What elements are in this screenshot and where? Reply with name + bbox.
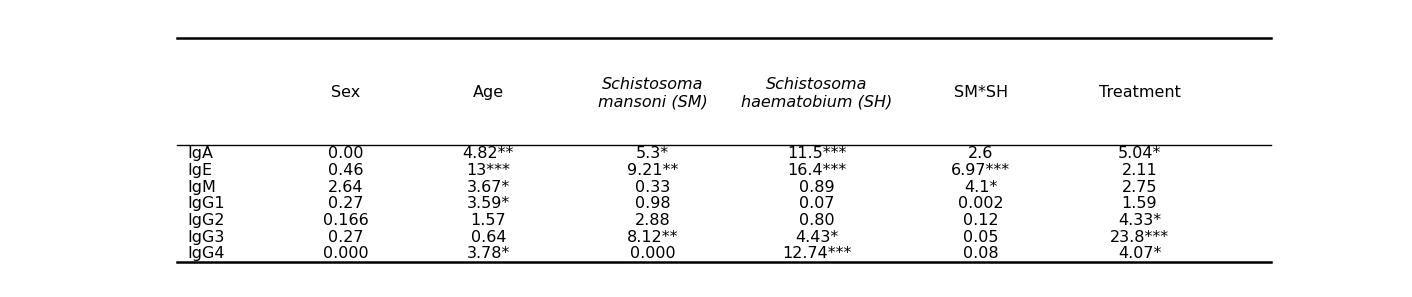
Text: 3.67*: 3.67* bbox=[467, 180, 510, 195]
Text: 23.8***: 23.8*** bbox=[1110, 230, 1169, 244]
Text: IgG2: IgG2 bbox=[188, 213, 225, 228]
Text: 11.5***: 11.5*** bbox=[786, 146, 846, 161]
Text: 4.1*: 4.1* bbox=[964, 180, 997, 195]
Text: 9.21**: 9.21** bbox=[627, 163, 678, 178]
Text: 0.166: 0.166 bbox=[323, 213, 369, 228]
Text: 0.00: 0.00 bbox=[329, 146, 364, 161]
Text: 0.33: 0.33 bbox=[635, 180, 671, 195]
Text: 0.08: 0.08 bbox=[963, 246, 998, 261]
Text: 0.000: 0.000 bbox=[323, 246, 369, 261]
Text: 0.002: 0.002 bbox=[957, 196, 1004, 211]
Text: 0.07: 0.07 bbox=[799, 196, 834, 211]
Text: IgG4: IgG4 bbox=[188, 246, 225, 261]
Text: 2.64: 2.64 bbox=[329, 180, 364, 195]
Text: 13***: 13*** bbox=[466, 163, 510, 178]
Text: 1.57: 1.57 bbox=[470, 213, 505, 228]
Text: 0.27: 0.27 bbox=[329, 196, 364, 211]
Text: 4.82**: 4.82** bbox=[463, 146, 514, 161]
Text: IgM: IgM bbox=[188, 180, 216, 195]
Text: 0.89: 0.89 bbox=[799, 180, 834, 195]
Text: 5.04*: 5.04* bbox=[1118, 146, 1161, 161]
Text: 2.6: 2.6 bbox=[969, 146, 994, 161]
Text: 3.78*: 3.78* bbox=[467, 246, 510, 261]
Text: 8.12**: 8.12** bbox=[627, 230, 678, 244]
Text: 1.59: 1.59 bbox=[1121, 196, 1158, 211]
Text: IgG1: IgG1 bbox=[188, 196, 225, 211]
Text: 2.11: 2.11 bbox=[1121, 163, 1158, 178]
Text: IgE: IgE bbox=[188, 163, 213, 178]
Text: 0.64: 0.64 bbox=[470, 230, 505, 244]
Text: 2.88: 2.88 bbox=[634, 213, 671, 228]
Text: IgA: IgA bbox=[188, 146, 213, 161]
Text: Schistosoma
mansoni (SM): Schistosoma mansoni (SM) bbox=[597, 77, 707, 109]
Text: 0.46: 0.46 bbox=[329, 163, 364, 178]
Text: 5.3*: 5.3* bbox=[635, 146, 669, 161]
Text: 3.59*: 3.59* bbox=[467, 196, 510, 211]
Text: 2.75: 2.75 bbox=[1121, 180, 1158, 195]
Text: 6.97***: 6.97*** bbox=[952, 163, 1011, 178]
Text: 0.27: 0.27 bbox=[329, 230, 364, 244]
Text: Treatment: Treatment bbox=[1099, 85, 1180, 100]
Text: Schistosoma
haematobium (SH): Schistosoma haematobium (SH) bbox=[741, 77, 892, 109]
Text: 12.74***: 12.74*** bbox=[782, 246, 851, 261]
Text: SM*SH: SM*SH bbox=[953, 85, 1008, 100]
Text: Sex: Sex bbox=[332, 85, 360, 100]
Text: 0.05: 0.05 bbox=[963, 230, 998, 244]
Text: 0.000: 0.000 bbox=[630, 246, 675, 261]
Text: Age: Age bbox=[473, 85, 504, 100]
Text: 0.98: 0.98 bbox=[635, 196, 671, 211]
Text: 4.33*: 4.33* bbox=[1118, 213, 1161, 228]
Text: 4.07*: 4.07* bbox=[1118, 246, 1161, 261]
Text: 4.43*: 4.43* bbox=[795, 230, 839, 244]
Text: IgG3: IgG3 bbox=[188, 230, 225, 244]
Text: 0.80: 0.80 bbox=[799, 213, 834, 228]
Text: 16.4***: 16.4*** bbox=[786, 163, 846, 178]
Text: 0.12: 0.12 bbox=[963, 213, 998, 228]
